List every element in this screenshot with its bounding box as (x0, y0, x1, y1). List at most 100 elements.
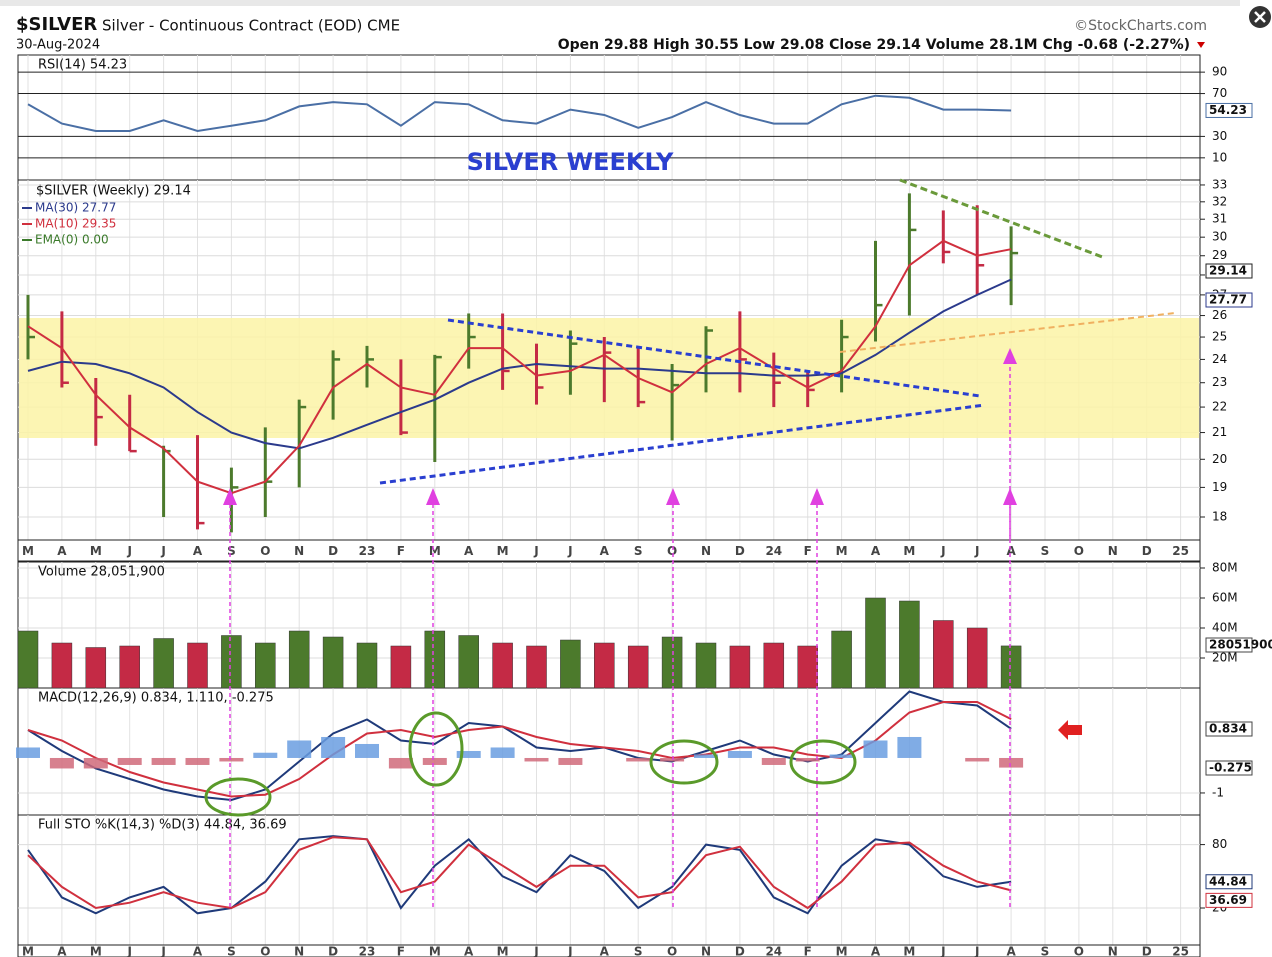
y-tick-label: 31 (1212, 212, 1227, 226)
panel-title: MACD(12,26,9) 0.834, 1.110, -0.275 (38, 691, 274, 706)
y-tick-label: 30 (1212, 230, 1227, 244)
x-tick-label: O (667, 945, 677, 957)
bar (797, 645, 818, 689)
x-tick-label: J (974, 945, 979, 957)
value-tag-label: 54.23 (1209, 103, 1247, 117)
bar (51, 642, 73, 689)
arrow-head (810, 488, 824, 505)
bar (526, 645, 547, 689)
highlight-circle (649, 739, 719, 785)
x-tick-label: S (634, 945, 643, 957)
x-tick-label: J (126, 544, 131, 558)
x-tick-label: 24 (765, 945, 782, 957)
x-tick-label: A (1006, 544, 1016, 558)
histogram-bar (626, 757, 651, 762)
bar (763, 642, 785, 689)
value-tag-label: 27.77 (1209, 293, 1247, 307)
x-tick-label: M (90, 544, 102, 558)
histogram-bar (694, 754, 718, 758)
x-tick-label: N (294, 945, 304, 957)
x-tick-label: N (701, 945, 711, 957)
bar (1000, 645, 1022, 689)
histogram-bar (660, 757, 685, 762)
x-tick-label: 25 (1172, 945, 1189, 957)
x-tick-label: 24 (765, 544, 782, 558)
x-tick-label: A (600, 544, 610, 558)
x-tick-label: M (903, 945, 915, 957)
bar (865, 597, 886, 689)
price-legend: $SILVER (Weekly) 29.14 (36, 184, 191, 199)
bar (255, 642, 276, 689)
arrow-head (1003, 348, 1017, 364)
panel-title: Volume 28,051,900 (38, 565, 165, 580)
histogram-bar (490, 747, 515, 758)
bar (627, 645, 649, 689)
highlight-circle (408, 711, 464, 787)
x-tick-label: J (567, 945, 572, 957)
x-tick-label: 23 (359, 544, 376, 558)
bar (695, 642, 717, 689)
x-tick-label: J (160, 544, 165, 558)
value-tag (1205, 760, 1253, 776)
y-tick-label: 29 (1212, 248, 1227, 262)
trendline (379, 403, 986, 485)
x-tick-label: A (57, 945, 67, 957)
x-tick-label: A (57, 544, 67, 558)
x-tick-label: J (126, 945, 131, 957)
x-tick-label: A (871, 945, 881, 957)
histogram-bar (795, 757, 820, 762)
x-tick-label: A (464, 544, 474, 558)
bar (119, 645, 140, 689)
histogram-bar (151, 757, 176, 765)
bar (966, 627, 988, 689)
bar (831, 630, 852, 689)
series-line (27, 239, 1012, 495)
histogram-bar (897, 736, 922, 758)
y-tick-label: 80 (1212, 837, 1227, 851)
y-tick-label: 60M (1212, 591, 1238, 605)
histogram-bar (727, 750, 752, 758)
annotation: SILVER WEEKLY (467, 148, 674, 176)
x-tick-label: M (22, 945, 34, 957)
x-tick-label: O (260, 544, 270, 558)
x-tick-label: A (464, 945, 474, 957)
bar (899, 600, 920, 689)
highlight-circle (204, 777, 272, 817)
x-tick-label: O (667, 544, 677, 558)
series-line (27, 94, 1012, 133)
x-tick-label: F (397, 544, 405, 558)
histogram-bar (49, 757, 74, 769)
pointer-arrow (1058, 720, 1082, 740)
x-tick-label: M (497, 945, 509, 957)
value-tag-label: 28051900 (1209, 638, 1272, 652)
bar (322, 636, 344, 689)
value-tag (1205, 637, 1253, 653)
x-tick-label: J (974, 544, 979, 558)
histogram-bar (321, 736, 346, 758)
x-tick-label: D (735, 945, 745, 957)
histogram-bar (83, 757, 108, 769)
histogram-bar (999, 757, 1024, 768)
histogram-bar (355, 743, 379, 758)
y-tick-label: 19 (1212, 480, 1227, 494)
value-tag (1205, 263, 1253, 279)
x-tick-label: F (397, 945, 405, 957)
x-tick-label: F (804, 544, 812, 558)
x-tick-label: N (294, 544, 304, 558)
x-tick-label: J (533, 544, 538, 558)
x-tick-label: N (701, 544, 711, 558)
source: ©StockCharts.com (1074, 18, 1207, 34)
support-zone (19, 318, 1199, 438)
y-tick-label: 70 (1212, 86, 1227, 100)
x-tick-label: D (1142, 945, 1152, 957)
trendline (839, 312, 1176, 353)
x-tick-label: M (22, 544, 34, 558)
symbol: $SILVER (16, 14, 97, 35)
series-line (27, 836, 1012, 910)
value-tag-label: 0.834 (1209, 722, 1247, 736)
y-tick-label: 30 (1212, 129, 1227, 143)
y-tick-label: 32 (1212, 194, 1227, 208)
value-tag (1205, 292, 1253, 308)
bar (153, 638, 174, 689)
close-icon (1254, 11, 1266, 23)
